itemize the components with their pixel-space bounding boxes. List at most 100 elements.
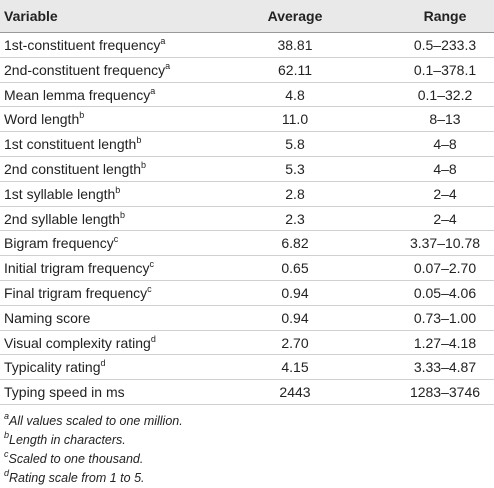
note-mark: b: [79, 110, 85, 121]
variable-name: 1st constituent length: [4, 136, 137, 153]
range-cell: 3.33–4.87: [413, 359, 477, 376]
range-cell: 3.37–10.78: [409, 235, 481, 252]
range-cell: 0.5–233.3: [413, 37, 477, 53]
variable-name: Visual complexity rating: [4, 334, 151, 351]
footnote-text: All values scaled to one million.: [9, 414, 183, 428]
average-cell: 5.8: [285, 136, 305, 153]
note-mark: d: [150, 333, 156, 344]
variable-cell: Mean lemma frequencya: [4, 83, 155, 108]
variable-cell: Typicality ratingd: [4, 355, 106, 380]
table-header: Variable Average Range: [0, 0, 494, 33]
footnote: dRating scale from 1 to 5.: [4, 469, 145, 488]
note-mark: a: [150, 85, 156, 96]
table-row: Visual complexity ratingd 2.70 1.27–4.18: [0, 331, 494, 356]
table-row: Naming score 0.94 0.73–1.00: [0, 306, 494, 331]
average-cell: 0.94: [281, 285, 309, 301]
note-mark: c: [149, 259, 155, 270]
note-mark: b: [115, 184, 121, 195]
average-cell: 0.65: [281, 260, 309, 277]
table-row: 1st syllable lengthb 2.8 2–4: [0, 182, 494, 207]
average-cell: 38.81: [277, 37, 313, 53]
range-cell: 0.1–378.1: [413, 61, 477, 78]
variable-name: 2nd syllable length: [4, 210, 120, 227]
table-row: Word lengthb 11.0 8–13: [0, 107, 494, 133]
average-cell: 0.94: [281, 309, 309, 326]
average-cell: 11.0: [281, 111, 309, 128]
footnote-mark: a: [4, 411, 10, 421]
note-mark: a: [165, 60, 171, 71]
variable-cell: 2nd syllable lengthb: [4, 207, 125, 232]
variable-cell: 1st-constituent frequencya: [4, 33, 165, 58]
footnote-mark: c: [4, 449, 9, 459]
range-cell: 4–8: [433, 136, 457, 153]
variable-name: Initial trigram frequency: [4, 260, 150, 277]
note-mark: b: [119, 209, 125, 220]
variable-cell: Final trigram frequencyc: [4, 281, 152, 306]
average-cell: 2.3: [285, 210, 305, 227]
range-cell: 1.27–4.18: [413, 334, 477, 351]
variable-name: Mean lemma frequency: [4, 86, 151, 103]
note-mark: a: [160, 36, 166, 46]
footnote-text: Scaled to one thousand.: [8, 452, 144, 466]
range-cell: 0.05–4.06: [413, 285, 477, 301]
average-cell: 4.15: [281, 359, 309, 376]
average-cell: 4.8: [285, 86, 305, 103]
range-cell: 4–8: [433, 161, 457, 177]
variable-cell: 2nd constituent lengthb: [4, 157, 146, 182]
table-row: Typicality ratingd 4.15 3.33–4.87: [0, 355, 494, 381]
average-cell: 5.3: [285, 161, 305, 177]
variable-name: 1st syllable length: [4, 185, 116, 202]
variable-cell: 1st constituent lengthb: [4, 132, 141, 157]
average-cell: 6.82: [281, 235, 309, 252]
average-cell: 2.8: [285, 185, 305, 202]
table-row: 2nd constituent lengthb 5.3 4–8: [0, 157, 494, 182]
note-mark: b: [136, 135, 142, 146]
note-mark: b: [141, 160, 147, 170]
table-row: Bigram frequencyc 6.82 3.37–10.78: [0, 231, 494, 257]
footnote-mark: b: [4, 430, 10, 440]
table-row: 2nd syllable lengthb 2.3 2–4: [0, 207, 494, 232]
header-cell: Range: [423, 8, 467, 24]
table-row: Mean lemma frequencya 4.8 0.1–32.2: [0, 83, 494, 108]
table-row: Initial trigram frequencyc 0.65 0.07–2.70: [0, 256, 494, 281]
range-cell: 8–13: [429, 111, 461, 128]
table-row: Typing speed in ms 2443 1283–3746: [0, 380, 494, 405]
note-mark: c: [113, 234, 119, 245]
variable-cell: Initial trigram frequencyc: [4, 256, 154, 281]
footnote: bLength in characters.: [4, 431, 126, 450]
variable-cell: Typing speed in ms: [4, 380, 125, 405]
average-cell: 62.11: [278, 61, 312, 78]
footnote-mark: d: [4, 468, 10, 478]
table-row: Final trigram frequencyc 0.94 0.05–4.06: [0, 281, 494, 306]
variable-name: Final trigram frequency: [4, 285, 148, 301]
note-mark: c: [147, 284, 152, 294]
variable-name: Word length: [4, 111, 80, 128]
range-cell: 0.07–2.70: [413, 260, 477, 277]
variable-cell: Naming score: [4, 306, 90, 331]
footnote-text: Length in characters.: [9, 433, 126, 447]
footnote-text: Rating scale from 1 to 5.: [9, 471, 145, 485]
range-cell: 0.1–32.2: [417, 86, 473, 103]
variable-name: Naming score: [4, 309, 91, 326]
variable-name: 2nd constituent length: [4, 161, 141, 177]
header-cell: Variable: [4, 8, 58, 24]
average-cell: 2.70: [281, 334, 309, 351]
header-cell: Average: [267, 8, 323, 24]
range-cell: 1283–3746: [409, 384, 481, 401]
variable-name: 2nd-constituent frequency: [4, 61, 166, 78]
note-mark: d: [100, 358, 106, 369]
table-row: 1st-constituent frequencya 38.81 0.5–233.3: [0, 33, 494, 58]
variable-name: Typing speed in ms: [4, 384, 125, 401]
table-row: 2nd-constituent frequencya 62.11 0.1–378.1: [0, 58, 494, 83]
variable-name: Typicality rating: [4, 359, 101, 376]
range-cell: 0.73–1.00: [413, 309, 477, 326]
variable-cell: 2nd-constituent frequencya: [4, 58, 170, 83]
average-cell: 2443: [279, 384, 311, 401]
variable-cell: 1st syllable lengthb: [4, 182, 120, 207]
footnote: aAll values scaled to one million.: [4, 412, 183, 431]
variable-cell: Bigram frequencyc: [4, 231, 118, 256]
table-row: 1st constituent lengthb 5.8 4–8: [0, 132, 494, 157]
range-cell: 2–4: [433, 210, 457, 227]
variable-cell: Word lengthb: [4, 107, 84, 132]
